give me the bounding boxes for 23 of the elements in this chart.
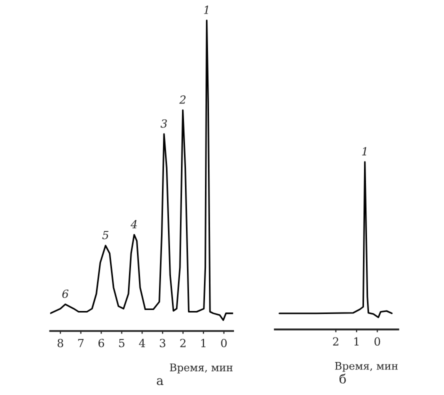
x-tick-label: 1: [354, 337, 359, 346]
x-tick-label: 8: [58, 338, 64, 348]
annotation: 3: [160, 119, 167, 128]
text: б: [339, 374, 346, 384]
annotation: 5: [102, 231, 108, 240]
x-tick-label: 5: [119, 338, 124, 348]
annotation: 4: [130, 220, 137, 228]
x-tick-label: 4: [138, 338, 146, 348]
text: а: [156, 378, 164, 386]
x-tick-label: 2: [180, 338, 186, 348]
x-tick-label: 3: [160, 338, 166, 348]
x-tick-label: 1: [201, 338, 206, 348]
x-tick-label: 6: [98, 338, 104, 348]
x-tick-label: 7: [78, 338, 84, 348]
x-tick-label: 0: [374, 337, 380, 346]
annotation: 1: [204, 6, 208, 14]
x-axis-title: Время, мин: [335, 362, 398, 372]
annotation: 2: [179, 95, 186, 104]
x-tick-label: 2: [333, 337, 338, 346]
x-axis-title: Время, мин: [170, 364, 233, 374]
annotation: 1: [362, 147, 366, 156]
x-tick-label: 0: [221, 338, 227, 348]
annotation: 6: [62, 290, 68, 298]
